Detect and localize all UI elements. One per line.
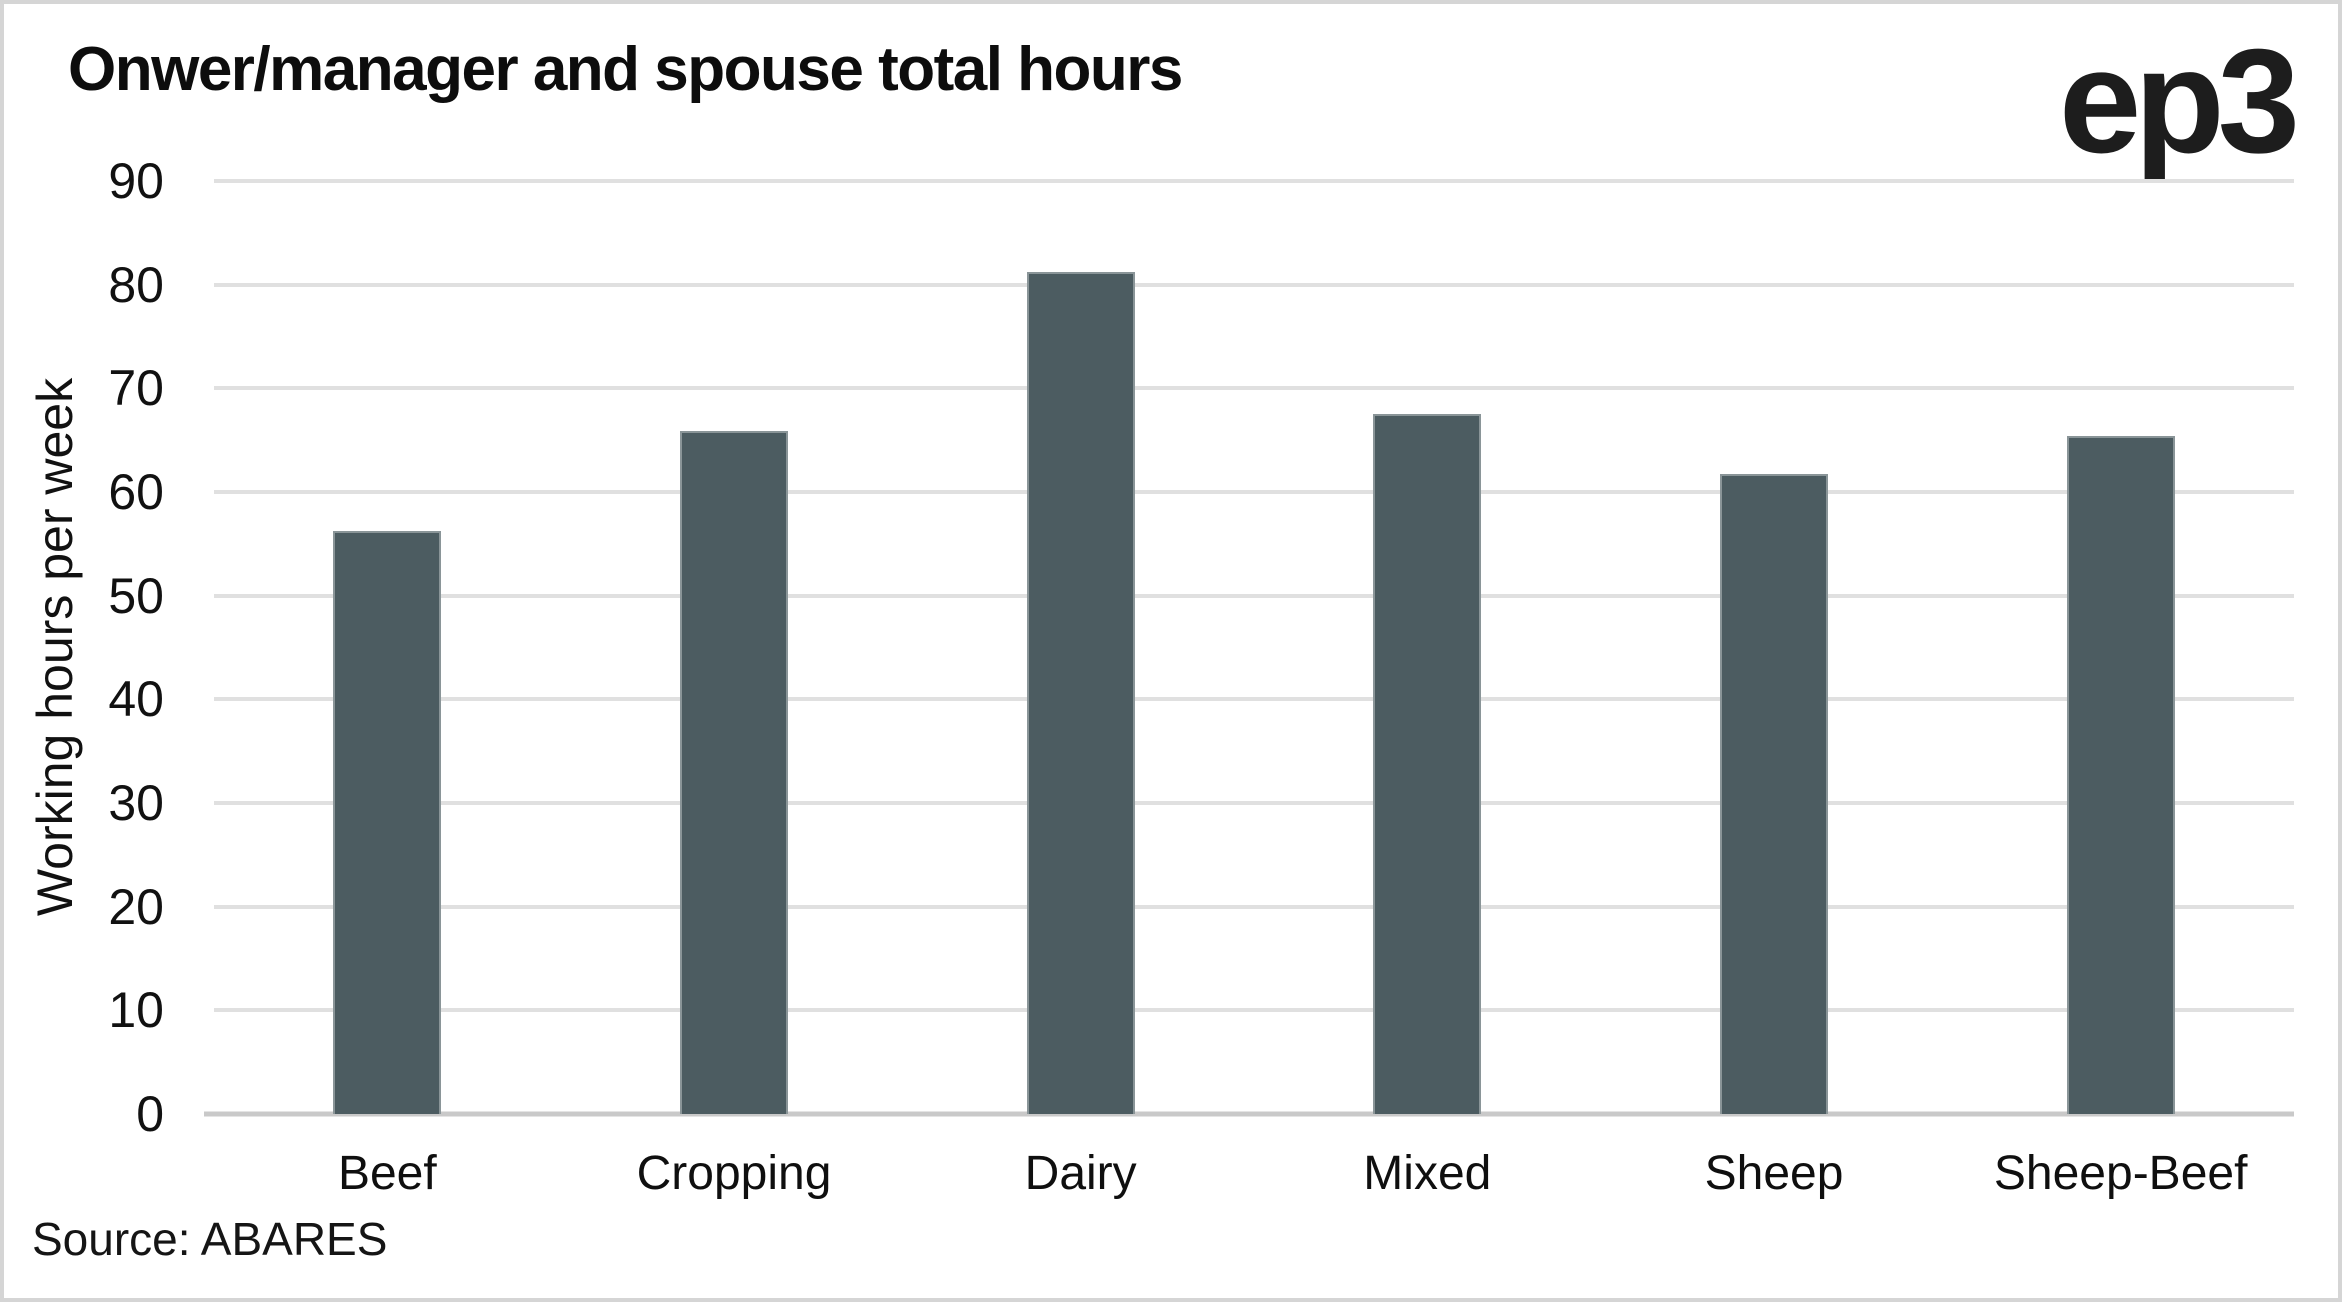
y-tick-label-30: 30	[108, 775, 164, 831]
page-title: Onwer/manager and spouse total hours	[68, 35, 1183, 104]
y-tick-label-50: 50	[108, 567, 164, 624]
source-note: Source: ABARES	[32, 1213, 388, 1265]
x-category-label-mixed: Mixed	[1363, 1147, 1492, 1200]
gridline-70	[214, 386, 2294, 391]
gridline-90	[214, 179, 2294, 183]
y-tick-label-70: 70	[108, 360, 164, 417]
gridline-10	[214, 1008, 2294, 1013]
y-tick-label-60: 60	[108, 464, 164, 520]
bar-chart: 0 10 20 30 40 50 60 70 80 90 Beef Cropping Dairy Mixe…	[4, 4, 2338, 1298]
gridline-80	[214, 282, 2294, 287]
y-tick-label-90: 90	[108, 153, 164, 209]
chart-plot-area	[204, 179, 2294, 1117]
gridline-20	[214, 904, 2294, 909]
gridline-60	[214, 490, 2294, 494]
x-category-label-sheep-beef: Sheep-Beef	[1993, 1147, 2248, 1200]
bar-cropping	[680, 430, 788, 1114]
gridline-50	[214, 593, 2294, 598]
gridline-40	[214, 697, 2294, 702]
x-category-label-beef: Beef	[337, 1147, 437, 1200]
brand-logo: ep3	[2058, 19, 2300, 184]
x-category-label-cropping: Cropping	[636, 1147, 832, 1200]
y-tick-label-40: 40	[108, 671, 164, 728]
y-tick-label-80: 80	[108, 256, 164, 313]
y-tick-label-20: 20	[108, 878, 164, 935]
bar-mixed	[1373, 414, 1482, 1114]
gridline-30	[214, 801, 2294, 805]
y-tick-label-10: 10	[108, 982, 164, 1039]
bar-sheep	[1720, 474, 1828, 1114]
bar-dairy	[1026, 272, 1135, 1114]
bar-sheep-beef	[2066, 436, 2175, 1114]
x-axis-line	[204, 1111, 2294, 1117]
bar-beef	[333, 531, 442, 1114]
y-tick-label-0: 0	[136, 1086, 164, 1142]
x-category-label-dairy: Dairy	[1024, 1147, 1137, 1200]
x-category-label-sheep: Sheep	[1704, 1147, 1844, 1200]
